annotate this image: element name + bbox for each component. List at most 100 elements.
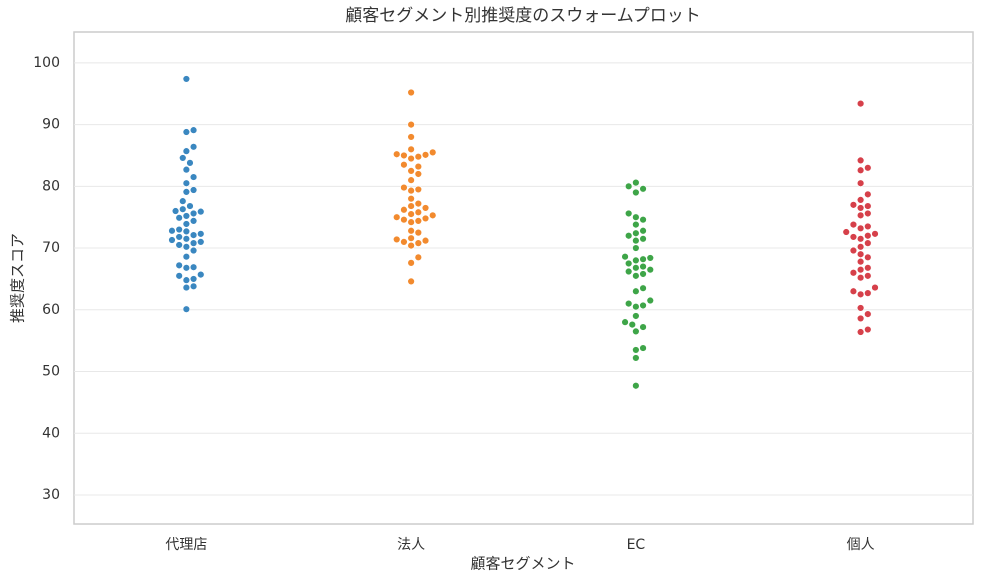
swarm-point [856, 243, 865, 251]
swarm-point [407, 234, 415, 242]
chart-title: 顧客セグメント別推奨度のスウォームプロット [345, 6, 700, 26]
swarm-point [414, 162, 423, 171]
swarm-point [632, 272, 640, 280]
swarm-point [421, 214, 430, 223]
swarm-point [632, 312, 640, 320]
swarm-point [646, 265, 654, 274]
swarm-point [197, 207, 205, 216]
swarm-point [864, 164, 872, 172]
swarm-point [849, 220, 858, 229]
swarm-point [407, 186, 415, 195]
swarm-point [400, 151, 408, 160]
swarm-point [189, 143, 198, 151]
swarm-point [849, 287, 858, 295]
x-axis-label: 顧客セグメント [470, 555, 575, 573]
swarm-point [407, 277, 415, 286]
swarm-point [179, 205, 187, 213]
swarm-point [624, 182, 633, 191]
swarm-point [175, 214, 183, 222]
swarm-point [414, 152, 423, 161]
swarm-point [856, 273, 865, 282]
swarm-point [168, 227, 176, 235]
swarm-point [197, 230, 205, 238]
x-tick-label: 代理店 [165, 537, 207, 553]
swarm-point [632, 303, 640, 311]
swarm-point [407, 154, 415, 163]
swarm-point [414, 217, 423, 225]
swarm-point [182, 212, 191, 220]
swarm-point [632, 287, 640, 295]
swarm-point [624, 209, 633, 218]
swarm-point [400, 206, 408, 214]
swarm-point [189, 231, 198, 239]
swarm-point [407, 88, 415, 97]
swarm-point [421, 236, 430, 245]
swarm-point [393, 235, 401, 244]
swarm-point [189, 275, 198, 283]
swarm-point [624, 232, 633, 240]
y-tick-label: 30 [42, 487, 60, 503]
swarm-point [182, 165, 191, 174]
swarm-point [842, 228, 850, 236]
swarm-point [864, 190, 872, 199]
swarm-point [407, 167, 415, 175]
swarm-point [189, 173, 198, 181]
swarm-point [182, 243, 191, 251]
x-tick-label: 法人 [397, 537, 425, 553]
swarm-point [856, 179, 865, 187]
swarm-point [182, 188, 191, 196]
swarm-point [182, 227, 191, 236]
plot-frame [73, 31, 974, 525]
swarm-point [175, 272, 183, 280]
swarm-point [175, 261, 183, 270]
swarm-point [400, 161, 408, 169]
swarm-point [197, 238, 205, 246]
y-tick-label: 50 [42, 364, 60, 380]
swarm-point [407, 176, 415, 184]
swarm-point [632, 229, 640, 237]
swarm-point [186, 202, 194, 210]
swarm-point [632, 346, 640, 354]
swarm-point [632, 327, 640, 336]
y-tick-label: 40 [42, 425, 60, 441]
swarm-point [175, 241, 183, 249]
swarm-point [856, 211, 865, 220]
swarm-point [632, 382, 640, 390]
x-tick-label: EC [627, 537, 646, 553]
swarm-point [421, 204, 430, 212]
swarm-point [407, 241, 415, 250]
swarm-point [179, 197, 187, 205]
swarm-point [182, 276, 191, 284]
swarm-point [624, 299, 633, 308]
swarm-point [632, 213, 640, 221]
swarm-point [864, 325, 872, 334]
swarm-point [864, 232, 872, 240]
swarm-point [849, 269, 858, 277]
swarm-point [407, 120, 415, 129]
swarm-point [632, 188, 640, 197]
swarm-point [393, 150, 401, 158]
swarm-point [856, 224, 865, 233]
swarm-point [414, 253, 423, 262]
swarm-point [639, 215, 647, 224]
swarm-point [414, 170, 423, 178]
swarm-point [171, 207, 180, 215]
swarm-point [189, 282, 198, 291]
swarm-point [182, 75, 191, 83]
swarm-point [639, 323, 647, 331]
swarm-point [632, 264, 640, 272]
swarm-point [639, 270, 647, 278]
swarm-point [189, 263, 198, 271]
swarm-point [175, 225, 183, 234]
swarm-point [197, 270, 205, 279]
swarm-point [189, 246, 198, 255]
swarm-point [400, 215, 408, 224]
swarm-point [856, 99, 865, 108]
swarm-point [864, 264, 872, 272]
swarm-point [407, 133, 415, 141]
swarm-point [856, 235, 865, 243]
swarm-point [871, 283, 879, 292]
swarm-point [407, 194, 415, 203]
swarm-point [632, 244, 640, 252]
swarm-point [849, 246, 858, 255]
